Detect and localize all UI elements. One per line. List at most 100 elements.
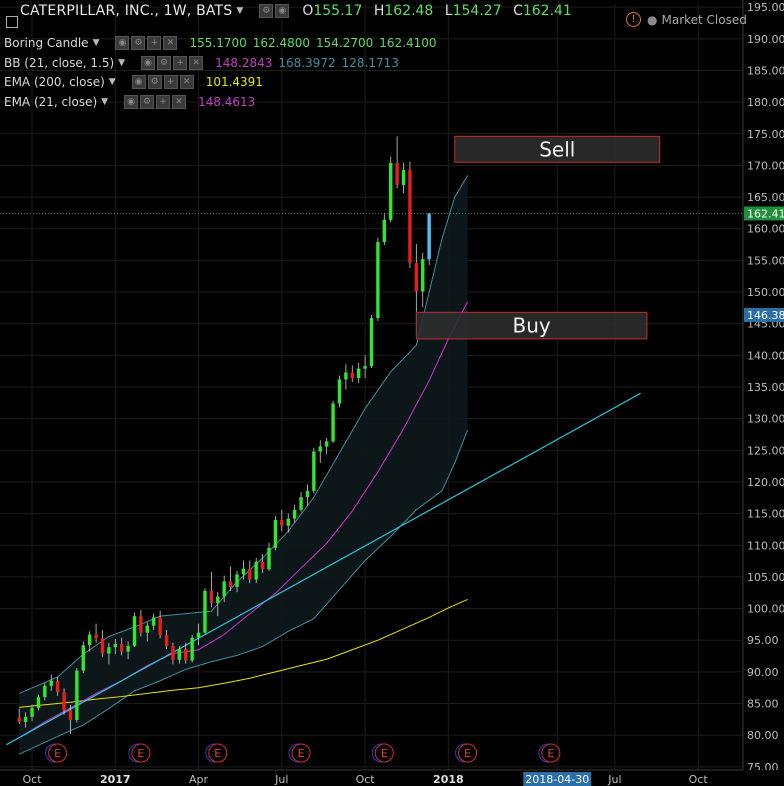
close-icon[interactable]: ✕ <box>179 75 194 89</box>
candle[interactable] <box>145 622 150 642</box>
candle[interactable] <box>100 630 105 657</box>
earnings-event[interactable]: E <box>538 743 561 763</box>
candle[interactable] <box>427 213 431 266</box>
plus-icon[interactable]: + <box>156 94 171 109</box>
close-icon[interactable]: ✕ <box>163 36 178 50</box>
candle[interactable] <box>369 314 374 369</box>
eye-icon[interactable]: ◉ <box>275 4 290 18</box>
candle[interactable] <box>254 557 258 584</box>
candle[interactable] <box>344 364 348 390</box>
candle[interactable] <box>331 400 335 443</box>
candle[interactable] <box>241 560 246 580</box>
candle[interactable] <box>184 642 188 664</box>
series-controls[interactable]: ⚙ ◉ <box>259 4 291 18</box>
zone-sell[interactable]: Sell <box>454 135 661 163</box>
plus-icon[interactable]: + <box>163 75 178 89</box>
candle[interactable] <box>164 630 169 650</box>
candle[interactable] <box>376 237 380 322</box>
settings-icon[interactable]: ⚙ <box>147 75 162 89</box>
candle[interactable] <box>363 355 367 379</box>
settings-icon[interactable]: ⚙ <box>140 94 155 109</box>
close-icon[interactable]: ✕ <box>172 94 187 109</box>
candle[interactable] <box>216 592 220 617</box>
candle[interactable] <box>318 440 322 463</box>
time-axis[interactable]: Oct 2017 Apr Jul Oct 2018 2018-04-30 Jul Oct <box>0 769 784 786</box>
earnings-event[interactable]: E <box>371 743 394 763</box>
candle[interactable] <box>273 516 278 551</box>
eye-icon[interactable]: ◉ <box>131 75 146 89</box>
plus-icon[interactable]: + <box>147 36 162 50</box>
chevron-down-icon[interactable]: ▼ <box>92 38 100 48</box>
candle[interactable] <box>94 623 98 643</box>
candle[interactable] <box>62 688 66 715</box>
candle[interactable] <box>119 637 124 656</box>
candle[interactable] <box>152 613 156 631</box>
candlestick-series[interactable] <box>17 136 431 734</box>
candle[interactable] <box>107 642 111 665</box>
candle[interactable] <box>421 252 425 308</box>
symbol-title[interactable]: CATERPILLAR, INC., 1W, BATS <box>20 3 233 19</box>
candle[interactable] <box>356 362 361 384</box>
market-status[interactable]: ! ● Market Closed <box>626 12 747 27</box>
candle[interactable] <box>36 694 41 711</box>
candle[interactable] <box>312 447 316 494</box>
close-icon[interactable]: ✕ <box>189 55 204 70</box>
settings-icon[interactable]: ⚙ <box>259 4 274 18</box>
trendline[interactable] <box>6 392 641 746</box>
candle[interactable] <box>75 668 79 723</box>
candle[interactable] <box>209 571 214 608</box>
trade-zones[interactable]: Sell Buy <box>415 135 661 340</box>
indicator-row[interactable]: EMA (200, close) ▼ ◉ ⚙ + ✕ 101.4391 <box>4 73 263 91</box>
candle[interactable] <box>196 623 201 646</box>
indicator-row[interactable]: Boring Candle ▼ ◉ ⚙ + ✕ 155.1700 162.4800 154.27… <box>4 34 437 52</box>
chevron-down-icon[interactable]: ▼ <box>108 77 116 87</box>
indicator-controls[interactable]: ◉ ⚙ + ✕ <box>124 94 188 109</box>
candle[interactable] <box>43 682 47 701</box>
candle[interactable] <box>389 156 393 223</box>
chevron-down-icon[interactable]: ▼ <box>118 57 126 68</box>
earnings-event[interactable]: E <box>455 743 478 763</box>
zone-box[interactable] <box>415 311 648 340</box>
earnings-event[interactable]: E <box>45 743 68 763</box>
candle[interactable] <box>87 631 92 652</box>
chevron-down-icon[interactable]: ▼ <box>236 6 244 16</box>
candle[interactable] <box>158 610 162 639</box>
candle[interactable] <box>324 437 329 455</box>
candle[interactable] <box>235 570 239 593</box>
indicator-controls[interactable]: ◉ ⚙ + ✕ <box>115 36 179 50</box>
warning-icon[interactable]: ! <box>626 12 641 27</box>
candle[interactable] <box>280 509 284 532</box>
indicator-name[interactable]: BB (21, close, 1.5) <box>4 55 115 70</box>
indicator-controls[interactable]: ◉ ⚙ + ✕ <box>131 75 196 89</box>
candle[interactable] <box>260 554 265 574</box>
plus-icon[interactable]: + <box>173 55 188 70</box>
candle[interactable] <box>49 674 53 691</box>
chevron-down-icon[interactable]: ▼ <box>101 96 109 107</box>
eye-icon[interactable]: ◉ <box>115 36 130 50</box>
eye-icon[interactable]: ◉ <box>124 94 139 109</box>
indicator-name[interactable]: Boring Candle <box>4 36 89 50</box>
candle[interactable] <box>68 704 73 734</box>
candle[interactable] <box>190 635 194 663</box>
candle[interactable] <box>17 708 21 724</box>
candle[interactable] <box>267 542 271 571</box>
candle[interactable] <box>299 492 303 513</box>
candle[interactable] <box>55 676 60 696</box>
candle[interactable] <box>171 642 175 665</box>
indicator-row[interactable]: EMA (21, close) ▼ ◉ ⚙ + ✕ 148.4613 <box>4 93 255 111</box>
candle[interactable] <box>382 213 387 246</box>
indicator-name[interactable]: EMA (200, close) <box>4 75 105 89</box>
candle[interactable] <box>228 566 233 591</box>
zone-buy[interactable]: Buy <box>415 311 648 340</box>
candle[interactable] <box>30 704 34 722</box>
candle[interactable] <box>81 641 85 674</box>
candle[interactable] <box>177 645 182 664</box>
candle[interactable] <box>401 162 406 194</box>
candle[interactable] <box>408 161 412 268</box>
candle[interactable] <box>286 513 290 533</box>
candle[interactable] <box>113 638 117 655</box>
candle[interactable] <box>23 712 28 728</box>
earnings-event[interactable]: E <box>288 743 311 763</box>
